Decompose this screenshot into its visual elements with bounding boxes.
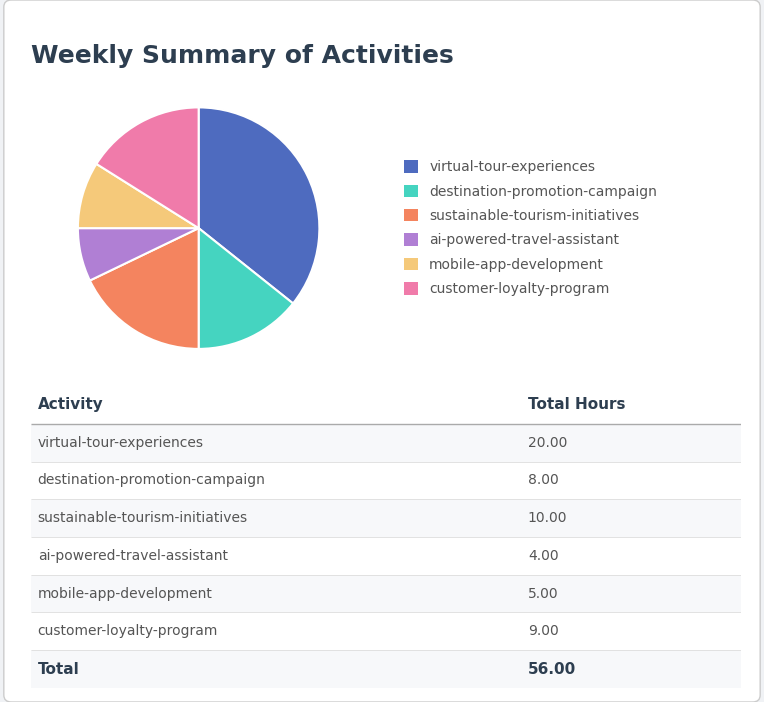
Text: Weekly Summary of Activities: Weekly Summary of Activities [31, 44, 453, 68]
Text: 4.00: 4.00 [528, 549, 558, 563]
Text: Activity: Activity [37, 397, 103, 413]
Text: destination-promotion-campaign: destination-promotion-campaign [37, 473, 266, 487]
Wedge shape [78, 164, 199, 228]
Text: customer-loyalty-program: customer-loyalty-program [37, 624, 218, 638]
Bar [31, 650, 741, 688]
Wedge shape [199, 107, 319, 303]
Text: 5.00: 5.00 [528, 587, 558, 601]
Legend: virtual-tour-experiences, destination-promotion-campaign, sustainable-tourism-in: virtual-tour-experiences, destination-pr… [404, 160, 657, 296]
Wedge shape [90, 228, 199, 349]
Text: Total Hours: Total Hours [528, 397, 626, 413]
Wedge shape [78, 228, 199, 281]
Text: mobile-app-development: mobile-app-development [37, 587, 212, 601]
Bar [31, 424, 741, 462]
Text: virtual-tour-experiences: virtual-tour-experiences [37, 436, 204, 450]
Text: 56.00: 56.00 [528, 661, 576, 677]
Bar [31, 462, 741, 499]
Bar [31, 499, 741, 537]
Text: ai-powered-travel-assistant: ai-powered-travel-assistant [37, 549, 228, 563]
Text: 9.00: 9.00 [528, 624, 558, 638]
Bar [31, 575, 741, 612]
Text: 8.00: 8.00 [528, 473, 558, 487]
Bar [31, 537, 741, 575]
Text: Total: Total [37, 661, 79, 677]
Wedge shape [96, 107, 199, 228]
Bar [31, 612, 741, 650]
Text: sustainable-tourism-initiatives: sustainable-tourism-initiatives [37, 511, 248, 525]
Text: 10.00: 10.00 [528, 511, 568, 525]
Text: 20.00: 20.00 [528, 436, 568, 450]
Wedge shape [199, 228, 293, 349]
